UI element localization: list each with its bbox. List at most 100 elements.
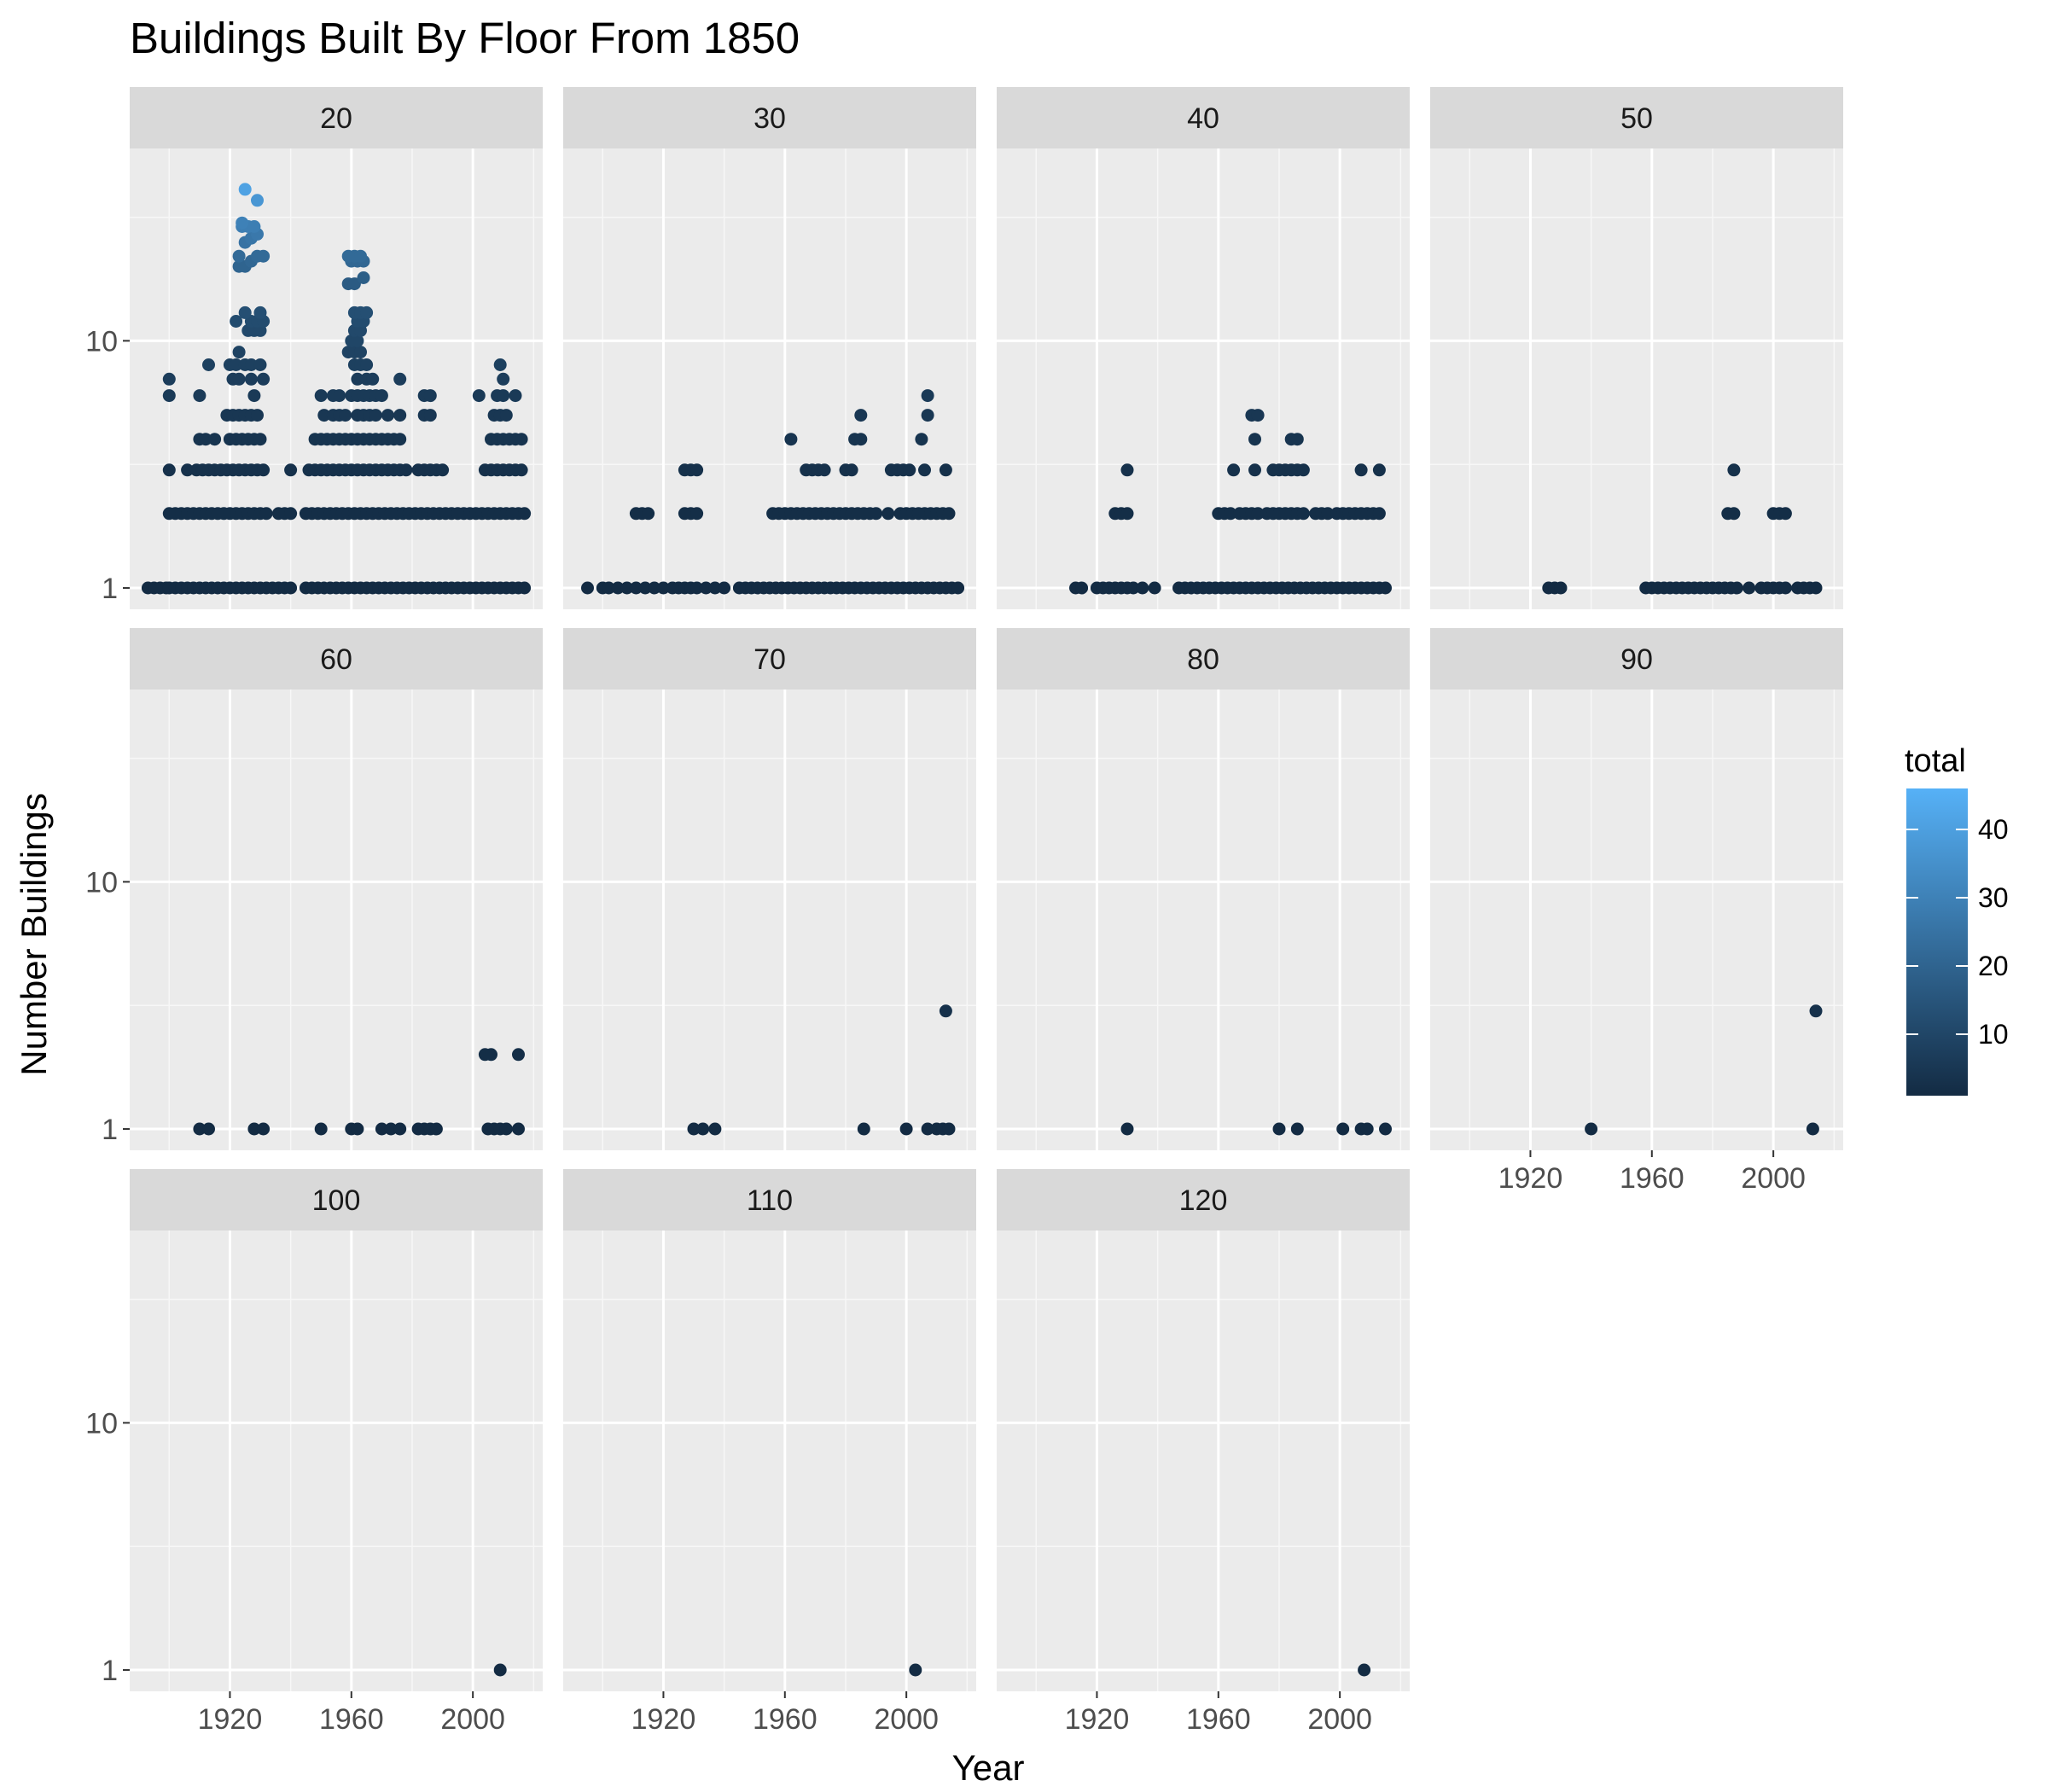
data-point bbox=[257, 372, 271, 386]
data-point bbox=[899, 1122, 913, 1136]
data-point bbox=[230, 315, 243, 328]
chart-title: Buildings Built By Floor From 1850 bbox=[130, 14, 800, 62]
data-point bbox=[499, 1122, 513, 1136]
facet-strip bbox=[997, 87, 1410, 148]
x-tick-label: 2000 bbox=[1307, 1703, 1372, 1736]
data-point bbox=[259, 507, 273, 521]
data-point bbox=[1120, 507, 1134, 521]
data-point bbox=[939, 1004, 952, 1018]
x-tick-label: 1920 bbox=[1498, 1162, 1563, 1195]
data-point bbox=[429, 1122, 443, 1136]
data-point bbox=[845, 463, 858, 477]
data-point bbox=[1224, 507, 1237, 521]
data-point bbox=[393, 1122, 407, 1136]
x-tick-label: 1960 bbox=[319, 1703, 384, 1736]
data-point bbox=[244, 358, 258, 371]
data-point bbox=[1743, 581, 1756, 595]
data-point bbox=[1730, 581, 1743, 595]
data-point bbox=[257, 463, 271, 477]
data-point bbox=[251, 194, 264, 207]
data-point bbox=[1248, 433, 1261, 446]
x-tick-label: 1960 bbox=[753, 1703, 817, 1736]
data-point bbox=[881, 507, 895, 521]
data-point bbox=[1136, 581, 1149, 595]
data-point bbox=[284, 581, 298, 595]
data-point bbox=[1806, 1122, 1819, 1136]
data-point bbox=[472, 389, 486, 403]
data-point bbox=[493, 358, 507, 371]
data-point bbox=[512, 1122, 525, 1136]
data-point bbox=[951, 581, 965, 595]
data-point bbox=[509, 389, 522, 403]
facet-strip-label: 100 bbox=[312, 1184, 361, 1217]
facet-strip bbox=[563, 1169, 976, 1231]
data-point bbox=[339, 409, 352, 422]
data-point bbox=[181, 463, 195, 477]
data-point bbox=[1358, 1663, 1371, 1677]
data-point bbox=[1554, 581, 1568, 595]
data-point bbox=[708, 581, 722, 595]
data-point bbox=[696, 1122, 710, 1136]
data-point bbox=[247, 1122, 261, 1136]
facet-strip-label: 90 bbox=[1620, 643, 1653, 676]
data-point bbox=[208, 433, 222, 446]
data-point bbox=[333, 389, 346, 403]
facet-strip-label: 60 bbox=[320, 643, 352, 676]
facet-panel-40: 40 bbox=[997, 87, 1410, 609]
data-point bbox=[854, 433, 868, 446]
data-point bbox=[1585, 1122, 1598, 1136]
x-tick-label: 1920 bbox=[631, 1703, 696, 1736]
data-point bbox=[921, 409, 934, 422]
data-point bbox=[232, 372, 246, 386]
data-point bbox=[1290, 1122, 1304, 1136]
data-point bbox=[375, 389, 388, 403]
data-point bbox=[939, 463, 952, 477]
legend-tick-label: 40 bbox=[1978, 814, 2009, 845]
data-point bbox=[317, 409, 331, 422]
data-point bbox=[1778, 507, 1792, 521]
data-point bbox=[921, 1122, 934, 1136]
data-point bbox=[369, 409, 382, 422]
legend-title: total bbox=[1905, 743, 1966, 779]
facet-panels: 20 30 40 50 60 70 80 90 100 110 120 bbox=[130, 87, 1843, 1691]
data-point bbox=[1354, 463, 1368, 477]
facet-strip bbox=[997, 628, 1410, 689]
data-point bbox=[354, 249, 367, 263]
facet-panel-70: 70 bbox=[563, 628, 976, 1150]
data-point bbox=[366, 372, 380, 386]
facet-panel-100: 100 bbox=[130, 1169, 543, 1691]
data-point bbox=[399, 463, 413, 477]
data-point bbox=[393, 372, 407, 386]
data-point bbox=[393, 409, 407, 422]
data-point bbox=[162, 463, 176, 477]
facet-panel-80: 80 bbox=[997, 628, 1410, 1150]
data-point bbox=[1148, 581, 1161, 595]
data-point bbox=[351, 372, 364, 386]
data-point bbox=[497, 372, 510, 386]
data-point bbox=[1227, 463, 1241, 477]
legend: total 10 20 30 40 bbox=[1905, 743, 2009, 1096]
facet-strip bbox=[130, 1169, 543, 1231]
data-point bbox=[238, 183, 252, 196]
data-point bbox=[918, 463, 931, 477]
y-tick-label: 10 bbox=[85, 325, 118, 358]
data-point bbox=[251, 409, 264, 422]
data-point bbox=[817, 463, 831, 477]
data-point bbox=[942, 507, 956, 521]
x-tick-label: 2000 bbox=[1741, 1162, 1806, 1195]
data-point bbox=[381, 409, 394, 422]
y-tick-label: 10 bbox=[85, 866, 118, 899]
y-tick-label: 1 bbox=[102, 1655, 118, 1687]
facet-strip bbox=[997, 1169, 1410, 1231]
data-point bbox=[485, 1048, 497, 1062]
data-point bbox=[354, 346, 367, 359]
data-point bbox=[162, 389, 176, 403]
data-point bbox=[384, 1122, 398, 1136]
data-point bbox=[1075, 581, 1089, 595]
y-tick-label: 1 bbox=[102, 1114, 118, 1146]
data-point bbox=[236, 216, 249, 230]
x-tick-label: 1960 bbox=[1620, 1162, 1684, 1195]
data-point bbox=[423, 409, 437, 422]
data-point bbox=[253, 433, 267, 446]
